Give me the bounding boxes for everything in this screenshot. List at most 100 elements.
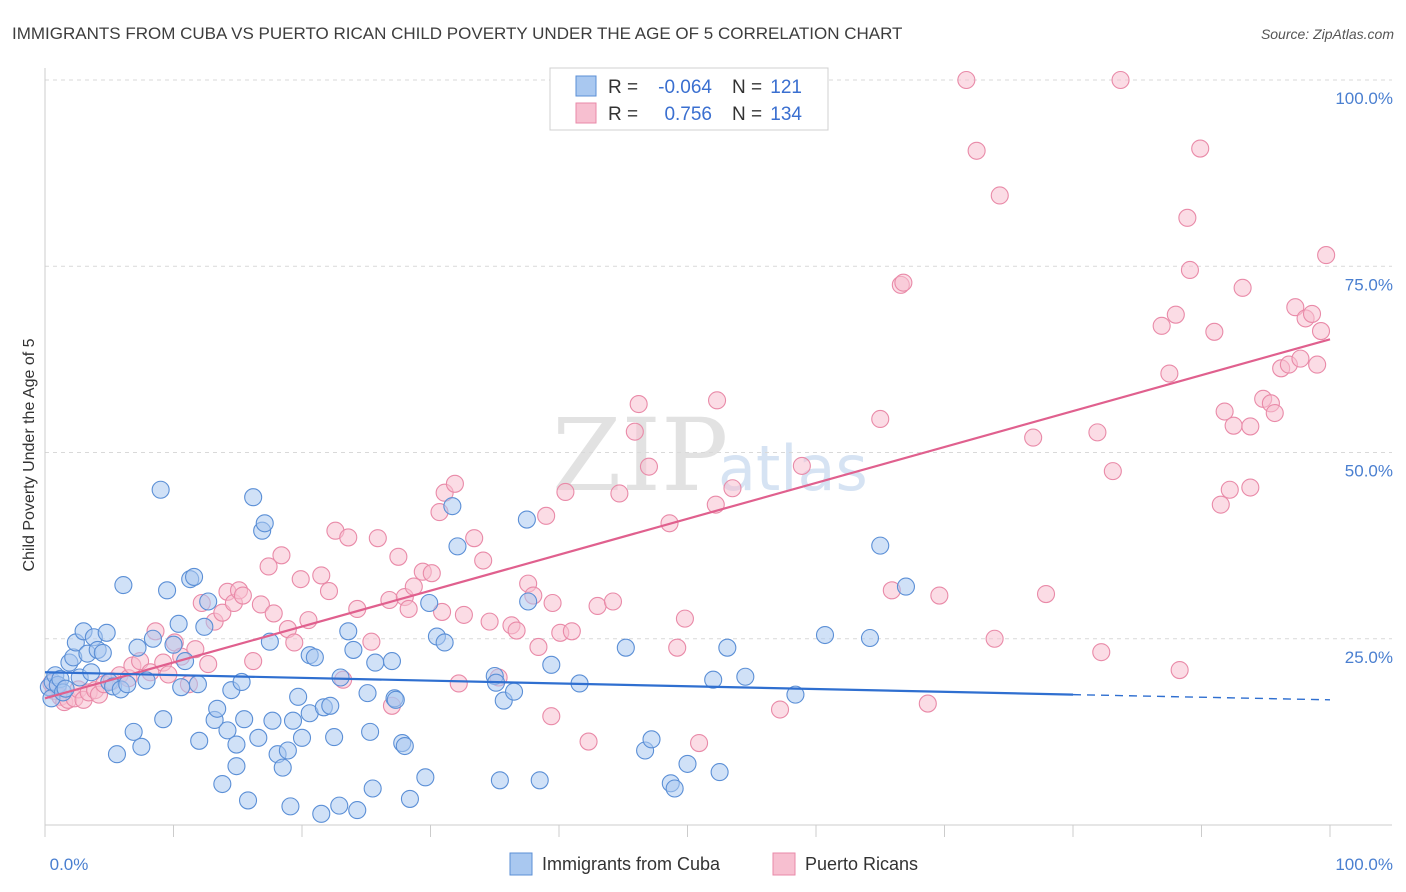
point-cuba-27: [132, 737, 151, 756]
trend-lines: [44, 338, 1331, 701]
point-puerto-ricans-101: [930, 586, 949, 605]
point-cuba-106: [642, 730, 661, 749]
point-cuba-56: [255, 514, 274, 533]
point-puerto-ricans-60: [433, 602, 452, 621]
grid-lines: [45, 79, 1392, 640]
point-puerto-ricans-85: [629, 395, 648, 414]
point-cuba-84: [386, 690, 405, 709]
point-cuba-100: [519, 592, 538, 611]
point-puerto-ricans-37: [264, 604, 283, 623]
point-cuba-78: [358, 684, 377, 703]
x-tick-label-max: 100.0%: [1335, 855, 1393, 874]
legend-r-value-puerto-ricans: 0.756: [664, 104, 712, 125]
point-cuba-39: [188, 675, 207, 694]
point-cuba-77: [348, 801, 367, 820]
point-cuba-104: [616, 638, 635, 657]
point-cuba-114: [786, 685, 805, 704]
point-cuba-54: [249, 728, 268, 747]
point-cuba-101: [530, 771, 549, 790]
point-puerto-ricans-78: [556, 482, 575, 502]
point-puerto-ricans-40: [285, 633, 304, 652]
bottom-legend-swatch-puerto-ricans: [772, 852, 796, 876]
point-cuba-102: [542, 655, 561, 674]
point-puerto-ricans-80: [579, 732, 598, 751]
watermark: ZIP atlas: [552, 397, 868, 514]
point-puerto-ricans-84: [625, 422, 644, 441]
point-puerto-ricans-35: [251, 595, 270, 614]
point-puerto-ricans-110: [1103, 462, 1122, 481]
point-puerto-ricans-44: [319, 582, 339, 601]
trend-line-puerto-ricans: [44, 338, 1331, 700]
point-puerto-ricans-64: [454, 605, 473, 624]
point-puerto-ricans-129: [1265, 403, 1284, 423]
point-puerto-ricans-75: [542, 707, 561, 726]
point-puerto-ricans-111: [1111, 70, 1130, 90]
point-puerto-ricans-112: [1152, 316, 1171, 335]
point-puerto-ricans-88: [668, 638, 687, 657]
trend-line-cuba-extrapolated: [1072, 693, 1331, 701]
point-cuba-24: [118, 675, 137, 694]
point-cuba-32: [158, 581, 177, 600]
point-puerto-ricans-70: [507, 621, 526, 640]
bottom-legend: Immigrants from Cuba Puerto Ricans: [509, 852, 918, 876]
bottom-legend-label-cuba: Immigrants from Cuba: [542, 854, 721, 874]
point-cuba-21: [107, 745, 127, 764]
point-cuba-31: [154, 710, 173, 729]
trend-line-cuba: [44, 671, 1074, 696]
point-puerto-ricans-122: [1220, 480, 1239, 499]
point-puerto-ricans-120: [1211, 495, 1230, 514]
y-tick-label-2: 75.0%: [1345, 275, 1393, 294]
point-puerto-ricans-63: [449, 674, 468, 693]
point-cuba-87: [400, 789, 419, 808]
point-cuba-82: [382, 652, 402, 671]
point-cuba-38: [185, 567, 204, 586]
point-cuba-33: [164, 635, 183, 654]
point-cuba-51: [235, 710, 254, 729]
point-puerto-ricans-133: [1291, 349, 1310, 368]
point-puerto-ricans-34: [244, 652, 263, 671]
point-cuba-28: [137, 671, 156, 690]
point-cuba-68: [305, 648, 324, 667]
point-puerto-ricans-125: [1241, 478, 1260, 497]
point-puerto-ricans-118: [1191, 139, 1210, 158]
point-cuba-80: [363, 779, 382, 798]
point-puerto-ricans-43: [312, 566, 331, 585]
point-cuba-52: [238, 791, 258, 810]
point-puerto-ricans-79: [562, 622, 581, 641]
point-cuba-63: [283, 711, 303, 730]
y-tick-label-1: 50.0%: [1345, 462, 1393, 481]
point-puerto-ricans-104: [985, 629, 1004, 648]
point-puerto-ricans-107: [1036, 584, 1056, 604]
point-cuba-93: [448, 537, 467, 556]
point-puerto-ricans-109: [1092, 643, 1111, 662]
point-cuba-89: [420, 593, 439, 613]
point-cuba-35: [172, 678, 191, 697]
legend-box: R = -0.064 N = 121 R = 0.756 N = 134: [549, 67, 829, 131]
point-puerto-ricans-65: [465, 529, 484, 548]
point-puerto-ricans-105: [990, 186, 1009, 205]
point-cuba-58: [263, 711, 282, 730]
point-cuba-98: [504, 682, 524, 701]
point-cuba-113: [736, 667, 755, 686]
point-puerto-ricans-108: [1088, 423, 1107, 442]
point-puerto-ricans-58: [422, 564, 441, 583]
point-puerto-ricans-66: [474, 551, 493, 570]
point-puerto-ricans-67: [480, 612, 499, 631]
point-cuba-112: [718, 638, 737, 657]
point-cuba-81: [366, 653, 385, 672]
point-cuba-17: [93, 643, 112, 662]
point-cuba-23: [114, 576, 133, 595]
point-puerto-ricans-126: [1241, 417, 1260, 436]
point-puerto-ricans-83: [610, 484, 629, 503]
point-puerto-ricans-50: [368, 529, 387, 548]
point-cuba-73: [330, 796, 349, 815]
point-puerto-ricans-29: [213, 603, 232, 622]
point-cuba-116: [860, 628, 880, 648]
legend-n-label-puerto-ricans: N =: [732, 104, 762, 125]
point-cuba-48: [227, 757, 246, 776]
point-puerto-ricans-62: [445, 474, 464, 493]
point-cuba-91: [435, 633, 454, 652]
point-cuba-75: [339, 622, 358, 641]
legend-n-value-puerto-ricans: 134: [770, 104, 802, 125]
point-puerto-ricans-94: [770, 700, 790, 719]
